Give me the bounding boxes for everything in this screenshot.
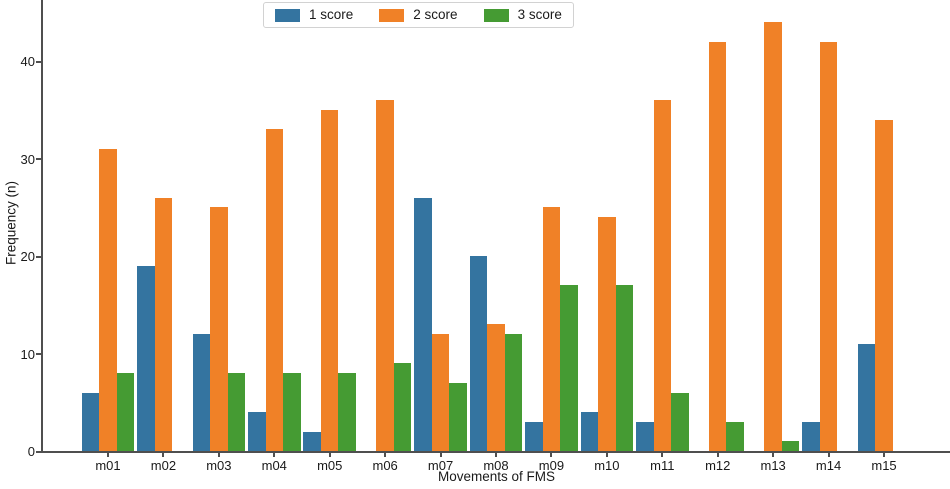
bar-1-score-m09 [525,421,543,451]
x-tick-mark [495,453,497,457]
y-tick-mark [36,255,41,258]
bar-3-score-m04 [283,373,301,451]
x-tick-mark [328,453,331,457]
y-tick-label: 20 [20,249,35,264]
legend-swatch-icon [275,8,300,22]
legend-label: 3 score [517,7,562,22]
x-tick-label: m01 [95,458,121,473]
bar-1-score-m14 [802,421,820,451]
y-tick-mark [36,450,41,453]
y-tick-label: 30 [20,151,35,167]
x-tick-label: m07 [427,458,454,473]
bar-1-score-m01 [81,392,100,451]
bar-2-score-m08 [487,324,505,451]
bar-3-score-m05 [338,373,356,451]
x-tick-mark [772,453,775,457]
bar-2-score-m03 [210,207,228,451]
legend-swatch-icon [483,8,509,22]
x-tick-label: m04 [261,458,287,473]
x-tick-label: m06 [372,458,398,473]
y-tick-mark [36,60,41,63]
x-tick-label: m10 [594,458,620,473]
bar-2-score-m05 [320,109,339,451]
bar-1-score-m04 [248,412,266,451]
x-tick-label: m02 [150,458,177,473]
x-tick-label: m09 [538,458,565,473]
x-tick-mark [273,453,276,457]
bar-2-score-m06 [376,100,394,451]
bar-3-score-m08 [504,334,523,451]
y-tick-mark [36,158,41,160]
legend-entry: 2 score [379,7,458,23]
x-tick-mark [439,453,442,457]
x-tick-mark [550,453,553,457]
legend-entry: 1 score [275,7,353,23]
bar-2-score-m02 [154,197,173,451]
y-axis-line [41,0,43,453]
y-tick-label: 40 [20,54,35,69]
x-tick-mark [107,453,109,457]
bar-2-score-m04 [265,129,284,451]
bar-3-score-m12 [726,421,744,451]
bar-1-score-m11 [636,421,654,451]
bar-3-score-m10 [615,285,634,451]
x-tick-label: m15 [871,458,897,473]
x-tick-mark [661,453,664,457]
x-tick-mark [384,453,387,457]
bar-1-score-m03 [192,334,211,451]
legend-entry: 3 score [483,7,562,23]
bar-2-score-m12 [708,41,727,451]
x-tick-mark [217,453,220,457]
y-tick-label: 10 [20,346,35,362]
bar-2-score-m15 [875,119,893,451]
x-tick-label: m14 [815,458,842,473]
bar-3-score-m01 [116,373,135,451]
bar-3-score-m03 [227,373,246,451]
bar-1-score-m07 [414,197,432,451]
bar-3-score-m13 [781,441,800,451]
y-tick-label: 0 [27,444,35,459]
bar-3-score-m11 [671,392,689,451]
bar-2-score-m14 [819,41,838,451]
bar-2-score-m10 [598,217,616,451]
legend-label: 1 score [309,7,354,22]
x-tick-label: m08 [483,458,509,473]
bar-1-score-m10 [580,412,599,451]
x-tick-label: m11 [650,458,675,473]
x-axis-line [41,451,950,453]
x-tick-mark [605,453,608,457]
x-tick-label: m13 [760,458,786,473]
bar-3-score-m09 [560,285,578,451]
x-tick-mark [883,453,886,457]
x-tick-label: m03 [206,458,232,473]
bar-2-score-m09 [542,207,561,451]
legend-swatch-icon [379,8,405,22]
y-tick-mark [36,353,41,355]
legend-label: 2 score [413,7,458,22]
x-axis-title: Movements of FMS [437,469,556,484]
bar-2-score-m11 [653,100,672,451]
bar-1-score-m08 [469,256,488,451]
bar-1-score-m05 [303,431,321,451]
x-tick-label: m12 [705,458,731,473]
bar-2-score-m01 [99,148,117,451]
bar-2-score-m13 [764,22,782,451]
x-tick-label: m05 [317,458,343,473]
bar-2-score-m07 [431,334,450,451]
x-tick-mark [827,453,830,457]
x-tick-mark [716,453,719,457]
bar-3-score-m06 [393,363,412,451]
legend: 1 score 2 score 3 score [263,2,574,28]
x-tick-mark [162,453,165,457]
bar-3-score-m07 [449,382,467,451]
bar-1-score-m15 [857,343,876,451]
bar-1-score-m02 [137,265,155,451]
